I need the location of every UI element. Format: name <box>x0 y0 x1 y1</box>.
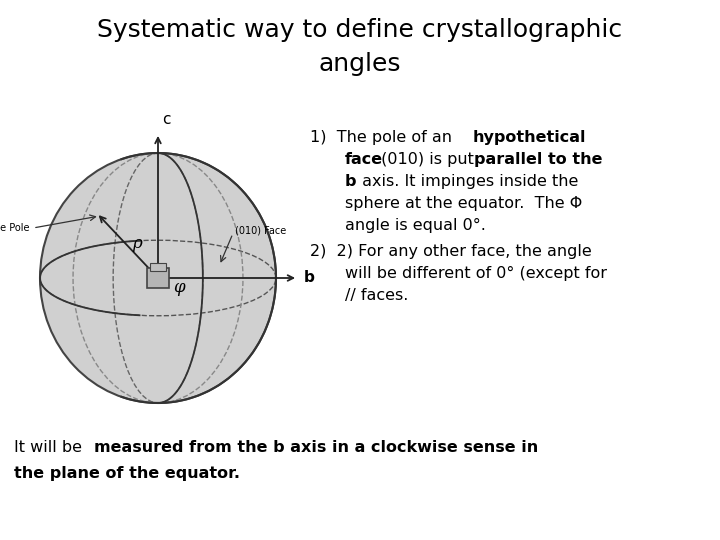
Text: ρ: ρ <box>132 234 142 252</box>
Text: hypothetical: hypothetical <box>473 130 587 145</box>
Text: // faces.: // faces. <box>345 288 408 303</box>
Text: Face Pole: Face Pole <box>0 223 30 233</box>
Text: Systematic way to define crystallographic: Systematic way to define crystallographi… <box>97 18 623 42</box>
Text: 1)  The pole of an: 1) The pole of an <box>310 130 457 145</box>
Text: 2)  2) For any other face, the angle: 2) 2) For any other face, the angle <box>310 244 592 259</box>
Ellipse shape <box>40 153 276 403</box>
Text: parallel to the: parallel to the <box>474 152 603 167</box>
Bar <box>147 268 169 288</box>
Text: face: face <box>345 152 383 167</box>
Text: b: b <box>345 174 356 189</box>
Text: the plane of the equator.: the plane of the equator. <box>14 466 240 481</box>
Text: φ: φ <box>174 280 185 296</box>
Text: angles: angles <box>319 52 401 76</box>
Text: c: c <box>162 112 171 127</box>
Text: will be different of 0° (except for: will be different of 0° (except for <box>345 266 607 281</box>
Text: measured from the b axis in a clockwise sense in: measured from the b axis in a clockwise … <box>94 440 539 455</box>
Text: (010) Face: (010) Face <box>235 226 286 235</box>
Text: sphere at the equator.  The Φ: sphere at the equator. The Φ <box>345 196 582 211</box>
Text: axis. It impinges inside the: axis. It impinges inside the <box>357 174 578 189</box>
Text: angle is equal 0°.: angle is equal 0°. <box>345 218 486 233</box>
Text: It will be: It will be <box>14 440 87 455</box>
Bar <box>150 263 166 271</box>
Text: b: b <box>304 271 315 286</box>
Text: (010) is put: (010) is put <box>376 152 479 167</box>
